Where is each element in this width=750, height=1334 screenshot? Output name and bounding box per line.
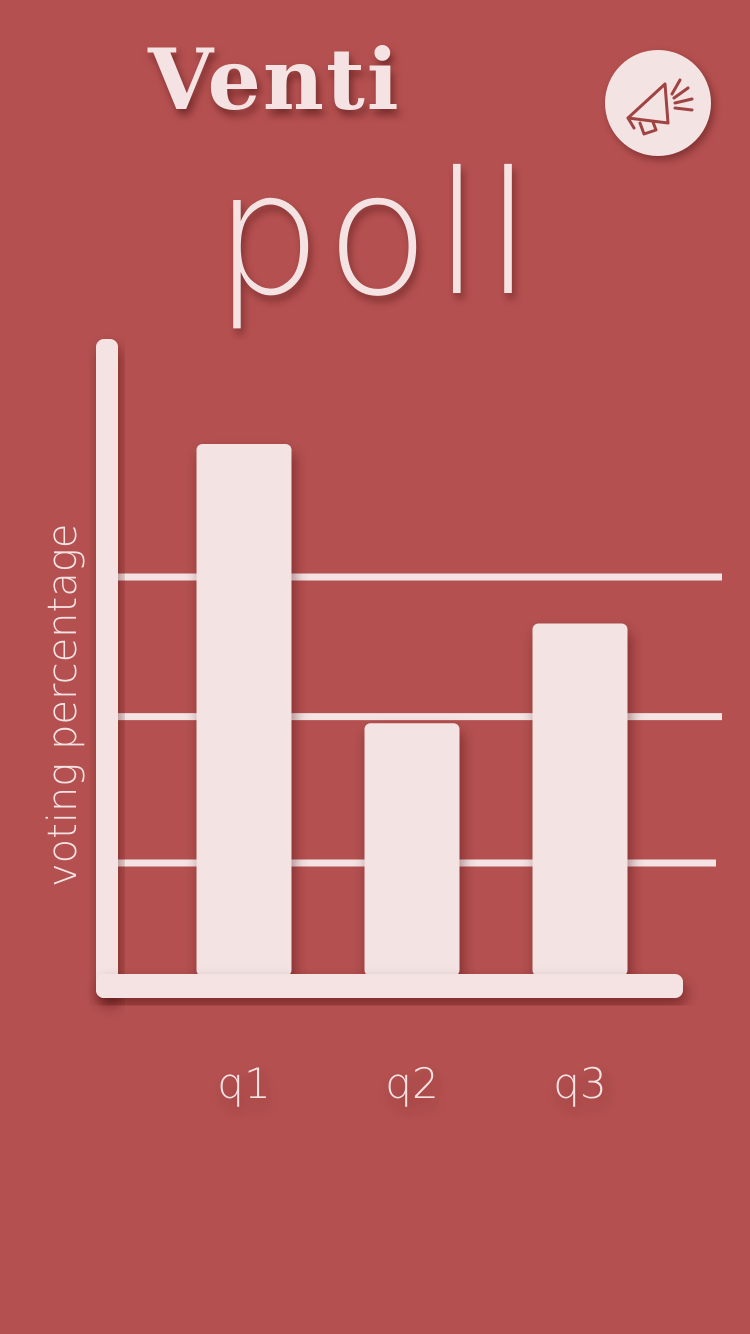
x-axis [96, 974, 683, 998]
bar-q2 [364, 723, 460, 976]
y-axis [96, 339, 118, 998]
megaphone-icon [626, 78, 694, 136]
y-axis-label: voting percentage [40, 524, 86, 887]
bar-q1 [196, 444, 292, 976]
x-tick-label: q3 [553, 1059, 606, 1108]
announce-button[interactable] [605, 50, 711, 156]
page-title: poll [213, 136, 537, 334]
x-tick-label: q1 [217, 1059, 270, 1108]
x-tick-label: q2 [385, 1059, 438, 1108]
app-brand-title: Venti [148, 30, 401, 129]
bar-q3 [532, 623, 628, 976]
